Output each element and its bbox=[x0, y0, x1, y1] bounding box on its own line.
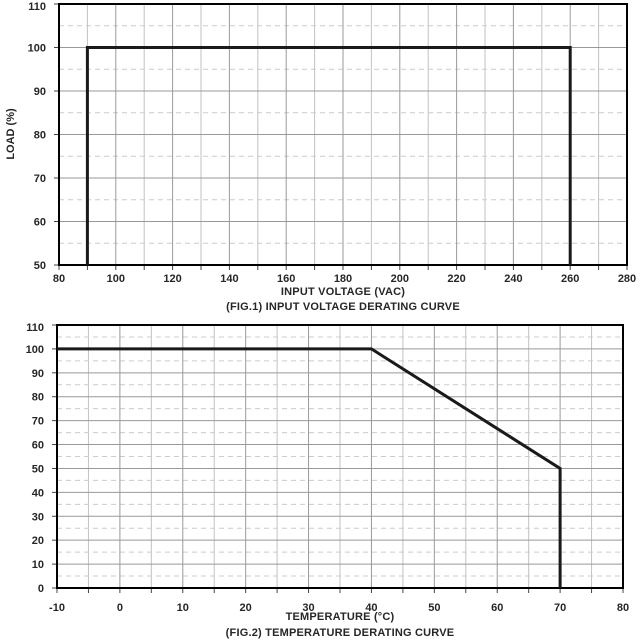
x-tick-label: 120 bbox=[163, 273, 181, 285]
y-tick-label: 80 bbox=[32, 392, 44, 404]
y-tick-label: 70 bbox=[34, 173, 46, 185]
fig2-chart-svg: -10 0 10 20 30 40 50 60 70 8011010090807060504030… bbox=[26, 322, 629, 614]
y-tick-label: 110 bbox=[26, 322, 44, 334]
fig2-x-axis-label: TEMPERATURE (°C) bbox=[285, 611, 395, 623]
derating-curve-load-vs-temperature bbox=[57, 347, 562, 588]
x-tick-label: 20 bbox=[240, 602, 252, 614]
derating-curve-load-vs-input-voltage bbox=[85, 46, 572, 265]
fig1-x-axis-label: INPUT VOLTAGE (VAC) bbox=[280, 286, 406, 298]
x-tick-label: 180 bbox=[334, 273, 352, 285]
x-tick-label: 220 bbox=[447, 273, 465, 285]
y-tick-label: 40 bbox=[32, 487, 44, 499]
x-tick-label: 280 bbox=[618, 273, 636, 285]
x-tick-label: 80 bbox=[53, 273, 65, 285]
fig1-caption: (FIG.1) INPUT VOLTAGE DERATING CURVE bbox=[226, 301, 460, 313]
x-tick-label: 200 bbox=[391, 273, 409, 285]
y-tick-label: 90 bbox=[34, 86, 46, 98]
y-tick-label: 0 bbox=[38, 583, 44, 595]
fig1-input-voltage-derating-figure: 80 100 120 140 160 180 200 220 240 260 280 110 100 90… bbox=[5, 1, 637, 313]
fig1-y-axis-label: LOAD (%) bbox=[5, 108, 17, 160]
y-tick-label: 50 bbox=[34, 260, 46, 272]
y-tick-label: 70 bbox=[32, 416, 44, 428]
y-tick-label: 50 bbox=[32, 463, 44, 475]
x-tick-label: -10 bbox=[49, 602, 65, 614]
x-tick-label: 40 bbox=[365, 602, 377, 614]
x-tick-label: 80 bbox=[617, 602, 629, 614]
y-tick-label: 60 bbox=[34, 217, 46, 229]
fig2-temperature-derating-figure: -10 0 10 20 30 40 50 60 70 80 110 100 90 80 70 60 50 40 30… bbox=[0, 320, 640, 640]
y-tick-label: 110 bbox=[28, 1, 46, 13]
fig2-caption: (FIG.2) TEMPERATURE DERATING CURVE bbox=[225, 627, 455, 639]
y-tick-label: 80 bbox=[34, 130, 46, 142]
y-tick-label: 90 bbox=[32, 368, 44, 380]
x-tick-label: 0 bbox=[117, 602, 123, 614]
x-tick-label: 70 bbox=[554, 602, 566, 614]
x-tick-label: 160 bbox=[277, 273, 295, 285]
y-tick-label: 20 bbox=[32, 535, 44, 547]
x-tick-label: 140 bbox=[220, 273, 238, 285]
fig1-chart-svg: 80 100 120 140 160 180 200 220 240 260 280 110 100 90… bbox=[28, 1, 637, 285]
x-tick-label: 60 bbox=[491, 602, 503, 614]
y-tick-label: 100 bbox=[26, 344, 44, 356]
plot-border bbox=[58, 3, 628, 266]
y-tick-label: 10 bbox=[32, 559, 44, 571]
x-tick-label: 10 bbox=[177, 602, 189, 614]
x-tick-label: 30 bbox=[302, 602, 314, 614]
y-tick-label: 30 bbox=[32, 511, 44, 523]
plot-border bbox=[56, 324, 624, 589]
y-tick-label: 60 bbox=[32, 440, 44, 452]
x-tick-label: 100 bbox=[107, 273, 125, 285]
x-tick-label: 260 bbox=[561, 273, 579, 285]
x-tick-label: 50 bbox=[428, 602, 440, 614]
x-tick-label: 240 bbox=[504, 273, 522, 285]
y-tick-label: 100 bbox=[28, 43, 46, 55]
